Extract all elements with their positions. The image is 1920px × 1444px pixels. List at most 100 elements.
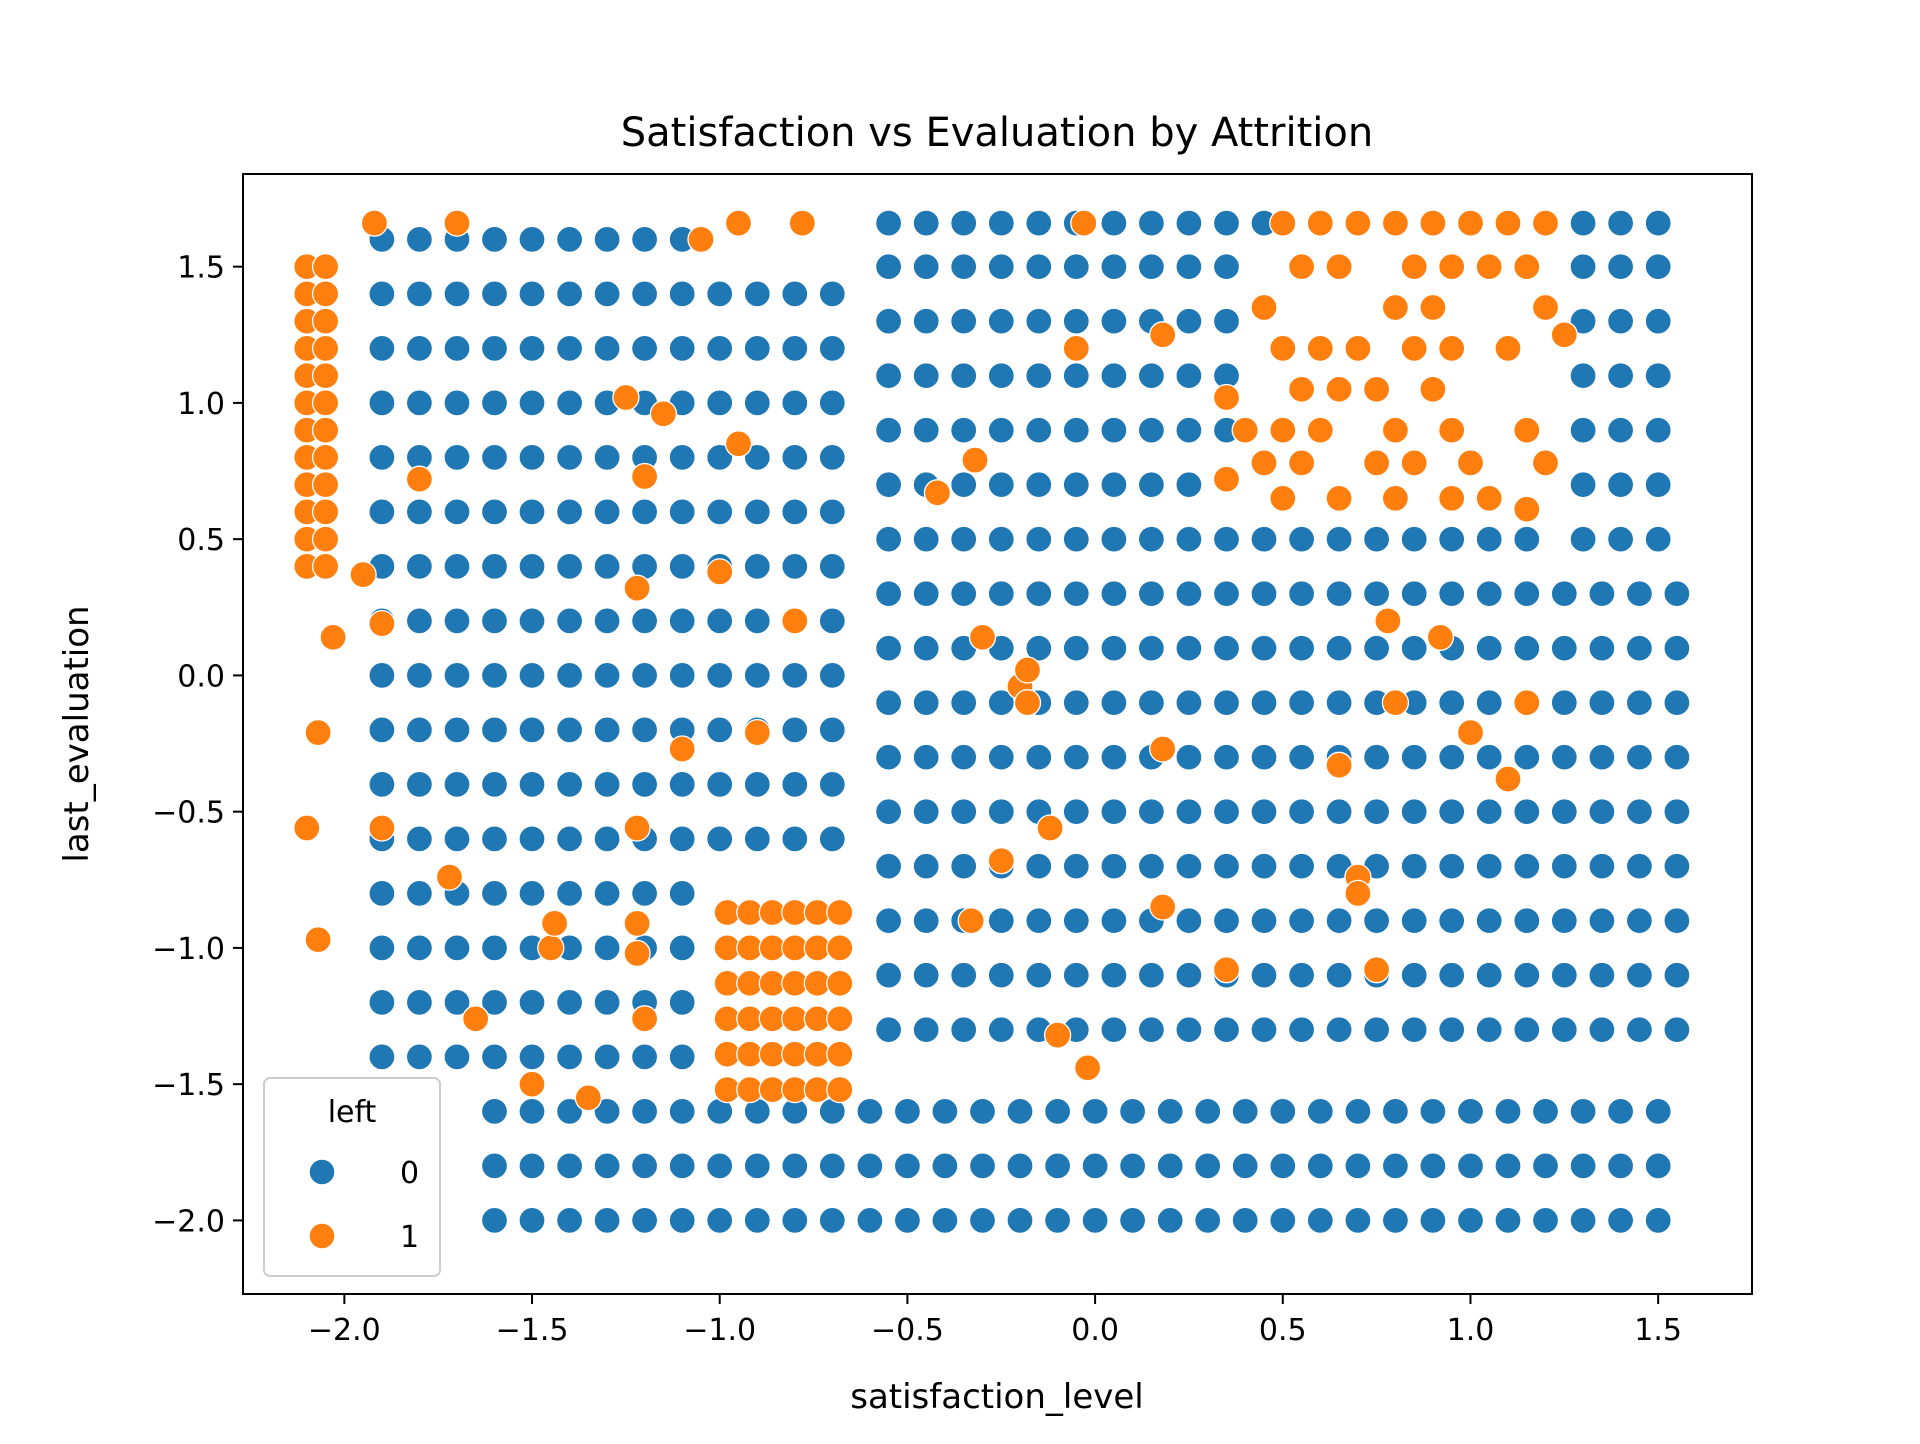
x-axis: −2.0 −1.5 −1.0 −0.5 0.0 0.5 1.0 1.5 — [308, 1294, 1682, 1348]
legend-box — [263, 1077, 441, 1277]
scatter-point-left-0 — [405, 225, 434, 254]
scatter-point-left-0 — [1137, 798, 1166, 826]
scatter-point-left-0 — [1175, 689, 1203, 717]
scatter-point-left-0 — [1606, 1097, 1635, 1126]
scatter-point-left-0 — [668, 1206, 696, 1235]
scatter-point-left-0 — [518, 661, 546, 690]
scatter-point-left-0 — [1400, 743, 1428, 771]
scatter-point-left-0 — [1175, 471, 1203, 499]
scatter-point-left-0 — [1663, 580, 1691, 608]
scatter-point-left-0 — [987, 471, 1015, 499]
scatter-point-left-0 — [1006, 1097, 1034, 1126]
scatter-point-left-0 — [1513, 634, 1541, 662]
scatter-point-left-0 — [443, 825, 471, 853]
scatter-point-left-0 — [1100, 307, 1128, 335]
scatter-point-left-0 — [518, 1152, 546, 1180]
scatter-point-left-0 — [1025, 471, 1053, 499]
scatter-point-left-1 — [826, 1040, 854, 1068]
scatter-point-left-0 — [1100, 798, 1128, 826]
scatter-point-left-0 — [950, 307, 978, 335]
scatter-point-left-0 — [743, 280, 771, 308]
scatter-point-left-0 — [1569, 1206, 1597, 1235]
scatter-point-left-1 — [826, 1005, 854, 1033]
scatter-point-left-0 — [1663, 852, 1691, 880]
scatter-point-left-1 — [1070, 209, 1098, 237]
scatter-point-left-0 — [1025, 852, 1053, 880]
scatter-point-left-1 — [826, 898, 854, 927]
scatter-point-left-0 — [706, 334, 734, 363]
scatter-point-left-1 — [623, 814, 651, 842]
scatter-point-left-0 — [1456, 1152, 1485, 1180]
scatter-point-left-0 — [1156, 1206, 1184, 1235]
scatter-point-left-0 — [987, 525, 1015, 553]
scatter-point-left-0 — [405, 770, 434, 799]
scatter-point-left-0 — [1400, 907, 1428, 935]
scatter-point-left-0 — [480, 1097, 509, 1126]
scatter-point-left-1 — [724, 209, 753, 237]
scatter-point-left-0 — [1475, 634, 1503, 662]
scatter-point-left-0 — [368, 443, 396, 472]
scatter-point-left-0 — [818, 334, 846, 363]
scatter-point-left-0 — [593, 716, 621, 744]
scatter-point-left-0 — [1644, 307, 1672, 335]
scatter-point-left-0 — [518, 280, 546, 308]
scatter-point-left-0 — [368, 879, 396, 908]
scatter-point-left-0 — [1025, 961, 1053, 989]
scatter-point-left-0 — [1344, 1097, 1372, 1126]
scatter-point-left-1 — [1344, 209, 1372, 237]
scatter-point-left-0 — [931, 1097, 959, 1126]
scatter-point-left-0 — [912, 1016, 940, 1044]
scatter-point-left-0 — [950, 580, 978, 608]
scatter-point-left-0 — [555, 498, 584, 526]
scatter-point-left-0 — [1025, 209, 1053, 237]
scatter-point-left-0 — [1606, 362, 1635, 390]
scatter-point-left-0 — [1400, 852, 1428, 880]
scatter-point-left-0 — [1513, 525, 1541, 553]
scatter-point-left-0 — [593, 825, 621, 853]
scatter-point-left-0 — [1606, 1152, 1635, 1180]
scatter-point-left-0 — [1250, 852, 1278, 880]
scatter-point-left-1 — [1212, 465, 1241, 493]
scatter-point-left-0 — [518, 552, 546, 581]
scatter-point-left-0 — [1438, 1016, 1466, 1044]
scatter-point-left-0 — [912, 525, 940, 553]
y-tick-label: 1.0 — [177, 387, 225, 422]
scatter-point-left-0 — [555, 389, 584, 417]
scatter-point-left-0 — [1175, 961, 1203, 989]
scatter-point-left-1 — [623, 909, 651, 938]
scatter-point-left-0 — [1250, 689, 1278, 717]
scatter-point-left-0 — [443, 389, 471, 417]
scatter-point-left-0 — [1606, 209, 1635, 237]
scatter-point-left-0 — [593, 280, 621, 308]
scatter-point-left-0 — [1362, 1016, 1391, 1044]
scatter-point-left-0 — [1212, 307, 1241, 335]
scatter-point-left-1 — [987, 847, 1015, 875]
scatter-point-left-0 — [1362, 525, 1391, 553]
scatter-point-left-1 — [1400, 334, 1428, 363]
scatter-point-left-0 — [593, 661, 621, 690]
scatter-point-left-1 — [1513, 416, 1541, 444]
scatter-point-left-1 — [826, 934, 854, 962]
scatter-point-left-0 — [1175, 907, 1203, 935]
scatter-point-left-0 — [555, 334, 584, 363]
scatter-point-left-1 — [1381, 689, 1410, 717]
scatter-point-left-0 — [443, 443, 471, 472]
scatter-point-left-0 — [1137, 525, 1166, 553]
scatter-point-left-0 — [950, 961, 978, 989]
scatter-point-left-0 — [1663, 634, 1691, 662]
scatter-point-left-0 — [1250, 961, 1278, 989]
scatter-point-left-0 — [1550, 743, 1578, 771]
scatter-point-left-1 — [311, 471, 340, 499]
scatter-point-left-1 — [706, 558, 734, 586]
x-tick-label: −1.0 — [683, 1313, 756, 1348]
y-tick-label: 1.5 — [177, 251, 225, 286]
scatter-point-left-0 — [1287, 907, 1316, 935]
scatter-point-left-0 — [668, 988, 696, 1017]
scatter-point-left-0 — [593, 1206, 621, 1235]
scatter-point-left-0 — [893, 1097, 922, 1126]
scatter-point-left-0 — [987, 307, 1015, 335]
scatter-point-left-1 — [360, 209, 389, 237]
scatter-point-left-0 — [1569, 416, 1597, 444]
scatter-point-left-1 — [304, 718, 332, 747]
scatter-point-left-0 — [931, 1206, 959, 1235]
